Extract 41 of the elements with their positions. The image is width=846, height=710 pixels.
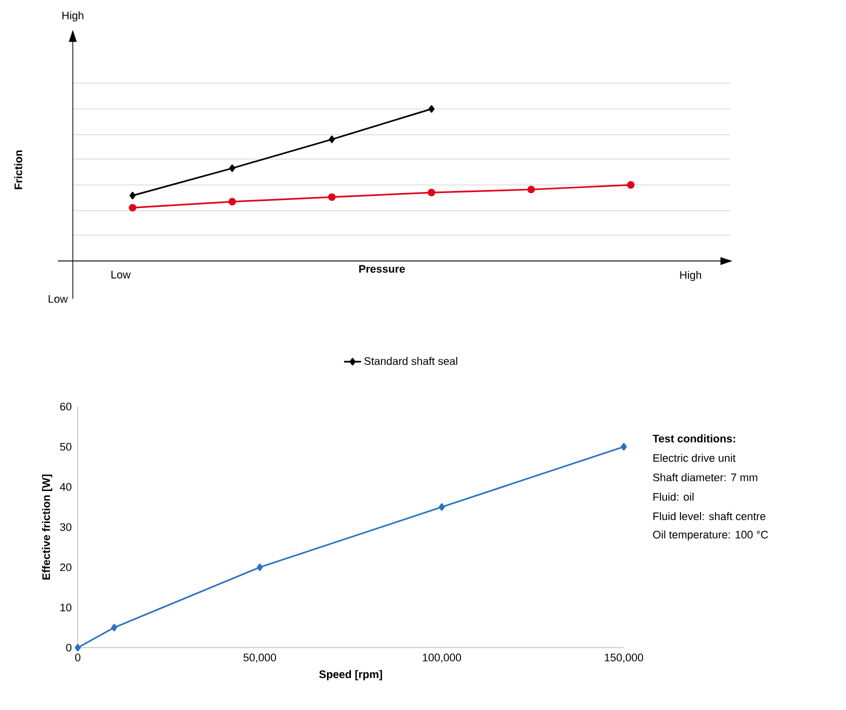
- x-axis-title: Pressure: [359, 264, 405, 273]
- point: [74, 644, 81, 652]
- text: Oil temperature: 100 °C: [653, 530, 768, 540]
- text: Electric drive unit: [653, 454, 736, 462]
- text: Test conditions:: [652, 434, 736, 442]
- point: [328, 193, 336, 201]
- point: [428, 188, 436, 196]
- point: [620, 442, 627, 450]
- text: Fluid: oil: [653, 492, 694, 501]
- text: Low: [48, 294, 68, 303]
- y-tick-label: 60: [60, 402, 72, 410]
- point: [527, 185, 535, 194]
- y-tick-label: 50: [60, 442, 72, 450]
- point: [256, 563, 263, 571]
- point: [438, 503, 445, 511]
- y-tick-label: 40: [60, 482, 72, 491]
- x-tick-label: 0: [75, 653, 80, 662]
- point: [627, 180, 635, 188]
- text: Fluid level: shaft centre: [653, 512, 766, 520]
- y-axis-title: Effective friction [W]: [42, 474, 52, 580]
- point: [228, 198, 236, 206]
- x-tick-label: 150,000: [604, 653, 644, 662]
- point: [229, 164, 236, 172]
- y-axis-title: Friction: [14, 150, 22, 189]
- y-tick-label: 20: [60, 563, 72, 571]
- point: [111, 624, 118, 632]
- point: [428, 104, 435, 112]
- y-tick-label: 30: [60, 523, 72, 531]
- x-tick-label: 100,000: [422, 653, 462, 662]
- x-axis-title: Speed [rpm]: [319, 670, 382, 680]
- text: Low: [112, 270, 131, 278]
- text: High: [680, 270, 702, 281]
- point: [128, 204, 136, 212]
- text: Shaft diameter: 7 mm: [653, 473, 758, 482]
- point: [130, 192, 136, 200]
- x-tick-label: 50,000: [244, 653, 276, 662]
- legend-label: Standard shaft seal: [364, 356, 458, 365]
- text: High: [62, 11, 84, 22]
- y-tick-label: 0: [66, 644, 72, 652]
- y-tick-label: 10: [60, 603, 72, 612]
- point: [328, 135, 335, 143]
